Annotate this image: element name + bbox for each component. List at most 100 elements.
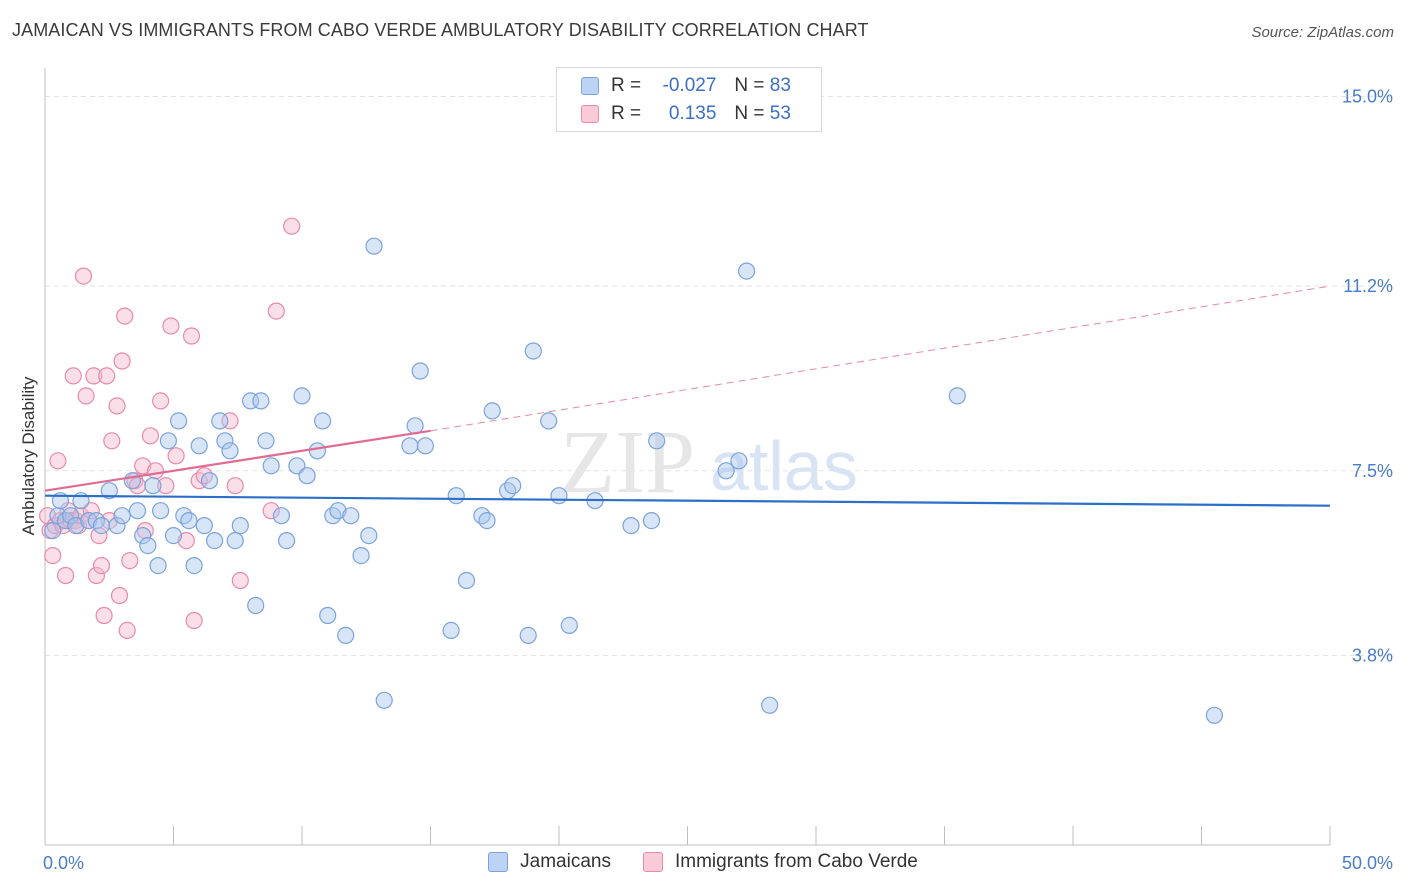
cabo-verde-point-28	[113, 352, 131, 370]
cabo-verde-point-39	[157, 477, 175, 495]
jamaicans-point-52	[352, 546, 370, 565]
legend-label-cabo-verde: Immigrants from Cabo Verde	[674, 851, 918, 872]
jamaicans-point-44	[298, 467, 316, 485]
cabo-verde-point-47	[221, 412, 239, 430]
cabo-verde-point-11	[67, 511, 85, 530]
jamaicans-point-71	[550, 487, 568, 505]
jamaicans-point-29	[206, 531, 224, 550]
source-credit: Source: ZipAtlas.com	[1251, 24, 1394, 41]
jamaicans-point-18	[149, 556, 167, 575]
watermark-zip: ZIP	[560, 413, 695, 512]
cabo-verde-point-48	[226, 477, 244, 495]
legend-n-label: N =	[734, 103, 765, 124]
jamaicans-point-15	[134, 526, 152, 545]
legend-swatch-pink	[581, 105, 599, 123]
jamaicans-point-67	[504, 477, 522, 495]
jamaicans-point-39	[262, 457, 280, 475]
cabo-verde-point-15	[77, 387, 95, 405]
jamaicans-point-14	[128, 502, 147, 520]
jamaicans-point-54	[365, 237, 383, 255]
trend-lines	[44, 285, 1331, 507]
cabo-verde-point-7	[56, 566, 75, 585]
y-axis-label: Ambulatory Disability	[19, 376, 38, 535]
jamaicans-point-8	[87, 511, 106, 530]
cabo-verde-point-4	[49, 452, 67, 470]
jamaicans-point-4	[62, 507, 80, 525]
jamaicans-point-59	[416, 437, 434, 455]
correlation-legend: R = -0.027 N = 83 R = 0.135 N = 53	[556, 67, 822, 132]
jamaicans-point-53	[360, 526, 378, 545]
jamaicans-point-24	[180, 511, 198, 530]
jamaicans-point-28	[200, 472, 219, 490]
cabo-verde-point-18	[85, 367, 103, 385]
cabo-verde-point-26	[108, 397, 126, 415]
jamaicans-point-41	[278, 531, 296, 550]
jamaicans-point-82	[1205, 706, 1224, 724]
jamaicans-point-70	[540, 412, 558, 430]
cabo-verde-point-46	[195, 467, 213, 485]
legend-swatch-pink	[642, 852, 663, 872]
axes	[44, 68, 1331, 846]
cabo-verde-point-19	[87, 566, 106, 585]
legend-n-label: N =	[734, 75, 765, 96]
jamaicans-point-17	[144, 477, 162, 495]
jamaicans-point-78	[730, 452, 748, 470]
jamaicans-point-47	[319, 606, 337, 625]
cabo-verde-point-27	[110, 586, 129, 605]
cabo-verde-point-42	[177, 531, 195, 550]
cabo-verde-point-29	[116, 307, 134, 325]
cabo-verde-point-43	[182, 327, 201, 345]
jamaicans-point-21	[164, 526, 183, 545]
jamaicans-point-12	[113, 507, 131, 525]
jamaicans-point-16	[139, 536, 157, 555]
cabo-verde-point-44	[185, 611, 203, 630]
jamaicans-point-13	[123, 472, 141, 490]
legend-r-label: R =	[611, 75, 642, 96]
jamaicans-point-9	[92, 516, 111, 535]
jamaicans-point-37	[252, 392, 270, 410]
jamaicans-point-51	[342, 507, 360, 525]
jamaicans-point-79	[737, 262, 756, 280]
jamaicans-point-10	[100, 482, 118, 500]
series-cabo-verde-points	[38, 217, 301, 640]
jamaicans-point-19	[152, 502, 170, 520]
jamaicans-point-33	[226, 531, 244, 550]
jamaicans-point-81	[948, 387, 966, 405]
cabo-verde-point-40	[162, 317, 180, 335]
cabo-verde-point-17	[82, 502, 100, 520]
grid-lines	[45, 96, 1392, 656]
jamaicans-point-40	[272, 507, 290, 525]
trend-line-jamaicans	[44, 494, 1331, 507]
jamaicans-point-74	[622, 516, 640, 535]
legend-swatch-blue	[488, 852, 509, 872]
jamaicans-point-25	[185, 556, 203, 575]
watermark-atlas: atlas	[710, 427, 858, 505]
jamaicans-point-65	[483, 402, 501, 420]
legend-swatch-blue	[581, 77, 599, 95]
jamaicans-point-22	[170, 412, 188, 430]
legend-r-label: R =	[611, 103, 642, 124]
jamaicans-point-77	[717, 462, 735, 480]
legend-item-jamaicans: Jamaicans	[488, 851, 611, 873]
trend-line-cabo-verde-extended	[430, 285, 1331, 432]
jamaicans-point-46	[314, 412, 332, 430]
jamaicans-point-31	[216, 432, 234, 450]
cabo-verde-point-51	[267, 302, 285, 320]
watermark: ZIP atlas	[560, 413, 858, 512]
jamaicans-point-23	[175, 507, 193, 525]
jamaicans-point-32	[221, 442, 239, 460]
jamaicans-point-64	[478, 511, 496, 530]
legend-r-value: -0.027	[662, 75, 717, 96]
y-tick-label-0: 3.8%	[1352, 645, 1393, 665]
y-tick-label-2: 11.2%	[1343, 276, 1393, 296]
jamaicans-point-63	[473, 507, 491, 525]
cabo-verde-point-14	[74, 267, 93, 285]
jamaicans-point-20	[159, 432, 177, 450]
jamaicans-point-45	[308, 442, 326, 460]
jamaicans-point-68	[519, 626, 537, 645]
cabo-verde-point-10	[64, 367, 82, 385]
legend-item-cabo-verde: Immigrants from Cabo Verde	[642, 851, 918, 873]
jamaicans-point-30	[211, 412, 229, 430]
legend-n-value: 53	[769, 103, 791, 124]
